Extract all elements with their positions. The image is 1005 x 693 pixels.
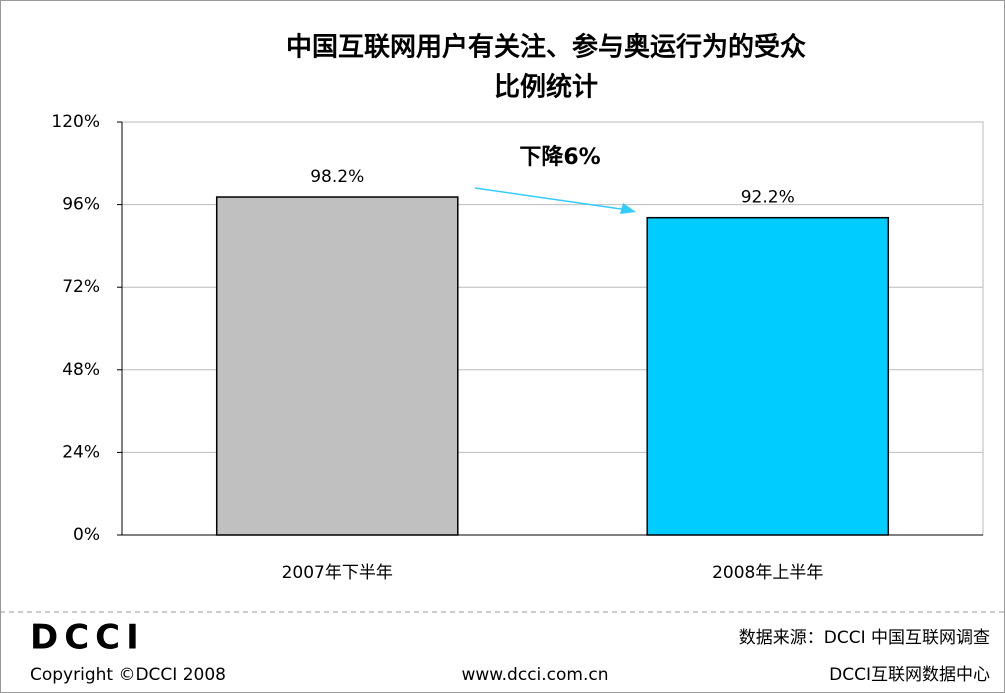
- y-tick-label: 96%: [62, 195, 100, 215]
- copyright: Copyright ©DCCI 2008: [30, 665, 226, 685]
- bar: [646, 216, 890, 536]
- website: www.dcci.com.cn: [462, 665, 609, 685]
- chart-title: 比例统计: [494, 72, 598, 103]
- y-tick-label: 72%: [62, 277, 100, 297]
- bar: [215, 196, 459, 536]
- y-tick-label: 0%: [73, 525, 100, 545]
- source: 数据来源：DCCI 中国互联网调查: [739, 628, 990, 648]
- organization: DCCI互联网数据中心: [829, 665, 990, 685]
- y-tick-label: 48%: [62, 360, 100, 380]
- y-tick-label: 120%: [51, 112, 100, 132]
- chart-title: 中国互联网用户有关注、参与奥运行为的受众: [286, 32, 806, 63]
- value-label: 92.2%: [741, 188, 795, 208]
- x-tick-label: 2008年上半年: [712, 563, 823, 583]
- logo: DCCI: [30, 618, 145, 658]
- annotation-arrow: [474, 187, 629, 211]
- x-tick-label: 2007年下半年: [282, 563, 393, 583]
- annotation-arrowhead: [620, 203, 636, 214]
- value-label: 98.2%: [310, 167, 364, 187]
- y-tick-label: 24%: [62, 442, 100, 462]
- annotation: 下降6%: [519, 145, 600, 170]
